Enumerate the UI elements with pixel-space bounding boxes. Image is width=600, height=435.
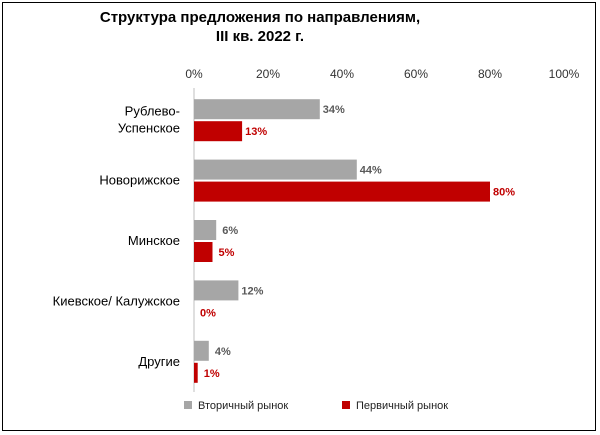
bar xyxy=(194,220,217,240)
x-tick-label: 100% xyxy=(549,67,580,81)
data-label: 80% xyxy=(493,187,515,199)
legend-swatch xyxy=(184,401,192,409)
x-tick-label: 80% xyxy=(478,67,502,81)
category-label: Минское xyxy=(128,233,180,248)
x-tick-label: 40% xyxy=(330,67,354,81)
data-label: 1% xyxy=(204,368,220,380)
category-label: Рублево- xyxy=(125,104,180,119)
data-label: 5% xyxy=(219,247,235,259)
bar xyxy=(194,242,213,262)
category-label: Киевское/ Калужское xyxy=(53,293,180,308)
bar xyxy=(194,280,239,301)
data-label: 44% xyxy=(360,165,382,177)
legend-swatch xyxy=(342,401,350,409)
data-label: 6% xyxy=(222,225,238,237)
bar xyxy=(194,99,320,120)
bar xyxy=(194,340,209,361)
legend-label: Вторичный рынок xyxy=(198,400,288,412)
chart-title-line-1: Структура предложения по направлениям, xyxy=(99,9,421,26)
data-label: 0% xyxy=(200,307,216,319)
category-label: Другие xyxy=(138,354,180,369)
chart-title-line-2: III кв. 2022 г. xyxy=(215,28,305,45)
bar xyxy=(194,362,198,383)
category-label: Новорижское xyxy=(99,173,180,188)
data-label: 34% xyxy=(323,104,345,116)
data-label: 4% xyxy=(215,346,231,358)
chart-title: Структура предложения по направлениям, I… xyxy=(30,8,490,46)
bar xyxy=(194,121,243,142)
x-tick-label: 0% xyxy=(185,67,203,81)
data-label: 12% xyxy=(241,285,263,297)
chart-frame xyxy=(2,2,596,431)
x-tick-label: 20% xyxy=(256,67,280,81)
data-label: 13% xyxy=(245,126,267,138)
legend-label: Первичный рынок xyxy=(356,400,448,412)
category-label: Успенское xyxy=(118,121,180,136)
bar xyxy=(194,181,490,202)
bar xyxy=(194,159,357,180)
x-tick-label: 60% xyxy=(404,67,428,81)
